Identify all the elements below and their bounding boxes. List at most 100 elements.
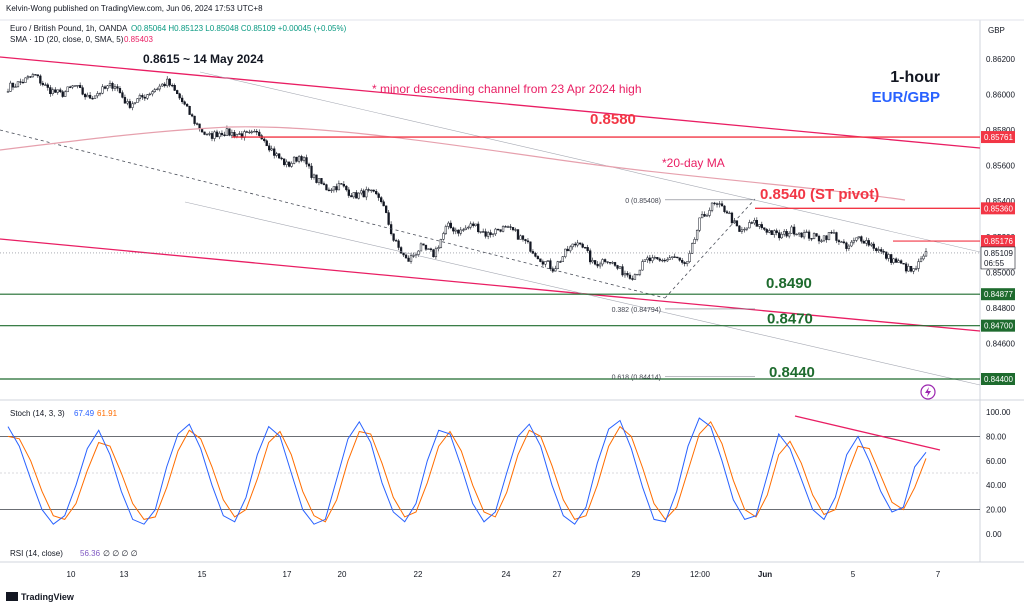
- candle-body: [730, 212, 734, 224]
- candle-body: [464, 227, 467, 230]
- candle-body: [653, 257, 656, 259]
- candle-body: [452, 227, 455, 232]
- x-tick-label: 10: [67, 570, 76, 579]
- candle-body: [108, 82, 112, 87]
- candle: [556, 260, 559, 270]
- candle-body: [305, 157, 308, 165]
- candle-body: [755, 220, 758, 227]
- candle-body: [919, 258, 923, 262]
- candle-body: [506, 226, 510, 228]
- candle-body: [449, 222, 452, 229]
- candle-body: [780, 233, 783, 239]
- candle-body: [862, 240, 865, 244]
- candle-body: [880, 249, 883, 252]
- candle: [315, 174, 318, 184]
- x-tick-label: 29: [632, 570, 641, 579]
- candle-body: [9, 82, 12, 92]
- stoch-y-tick: 40.00: [986, 481, 1007, 490]
- candle-body: [608, 262, 612, 264]
- candle: [447, 221, 450, 230]
- candle: [531, 249, 535, 255]
- candle: [671, 256, 674, 260]
- candle: [887, 253, 890, 262]
- candle-body: [815, 233, 818, 237]
- candle-body: [835, 232, 838, 241]
- candle-body: [39, 75, 42, 84]
- candle: [593, 260, 597, 266]
- tradingview-logo[interactable]: TradingView: [6, 592, 75, 602]
- tradingview-label: TradingView: [21, 592, 75, 602]
- candle-body: [584, 247, 587, 249]
- candle: [738, 225, 741, 232]
- fib-swing-line: [664, 198, 756, 299]
- candle: [454, 227, 457, 235]
- candle-body: [683, 262, 686, 264]
- price-tag-box: [981, 373, 1015, 385]
- candle-body: [69, 86, 72, 88]
- candle: [305, 154, 308, 168]
- candle-body: [208, 133, 211, 135]
- candle-body: [623, 272, 627, 276]
- candle: [317, 178, 321, 186]
- candle: [113, 83, 117, 92]
- candle-body: [875, 248, 878, 251]
- x-tick-label: 12:00: [690, 570, 711, 579]
- candle: [273, 146, 276, 159]
- candle-body: [392, 233, 395, 241]
- candle: [342, 181, 346, 188]
- candle-body: [477, 223, 480, 233]
- candle: [845, 241, 848, 252]
- candle-body: [531, 251, 535, 254]
- candle: [509, 224, 512, 230]
- candle-body: [673, 256, 676, 258]
- rsi-value: 56.36: [80, 549, 101, 558]
- fib-label: 0.618 (0.84414): [612, 375, 661, 382]
- candle-body: [924, 251, 928, 257]
- candle-body: [690, 243, 694, 254]
- candle-body: [912, 268, 915, 272]
- candle: [21, 79, 25, 84]
- candle-body: [598, 263, 602, 267]
- price-tag-support: 0.84700: [981, 319, 1015, 332]
- candle-body: [668, 257, 671, 260]
- candle-body: [750, 222, 754, 224]
- candle-body: [103, 86, 107, 89]
- candle: [890, 253, 893, 265]
- candle: [862, 239, 865, 244]
- price-tag-text: 0.85176: [984, 237, 1013, 246]
- candle: [489, 229, 492, 238]
- candle-body: [603, 259, 607, 262]
- candle-body: [743, 228, 746, 231]
- candle-body: [412, 255, 415, 257]
- candle-body: [235, 134, 239, 137]
- candle: [902, 263, 905, 265]
- candle: [270, 145, 273, 152]
- candle: [88, 92, 92, 99]
- candle-body: [666, 259, 669, 262]
- stoch-d-line: [7, 420, 927, 523]
- candle-body: [21, 81, 25, 84]
- overlay-lines: [0, 56, 981, 386]
- candle: [215, 129, 219, 138]
- candle: [355, 190, 358, 199]
- candle: [322, 181, 326, 186]
- candle-body: [404, 254, 408, 259]
- rsi-extra: ∅ ∅ ∅ ∅: [103, 549, 138, 558]
- candle: [402, 252, 405, 258]
- candle: [837, 239, 841, 246]
- candle-body: [91, 97, 94, 100]
- candle: [499, 229, 502, 233]
- candle: [404, 253, 408, 259]
- candle-body: [820, 240, 823, 242]
- candle-body: [909, 265, 913, 272]
- candle-body: [454, 229, 457, 232]
- candle-body: [569, 246, 572, 252]
- y-tick-label: 0.86200: [986, 55, 1015, 64]
- candle: [325, 183, 328, 191]
- candle-body: [462, 229, 465, 231]
- candle-body: [870, 243, 873, 246]
- candle-body: [504, 226, 507, 228]
- candle-body: [325, 184, 328, 191]
- candle-body: [917, 261, 920, 269]
